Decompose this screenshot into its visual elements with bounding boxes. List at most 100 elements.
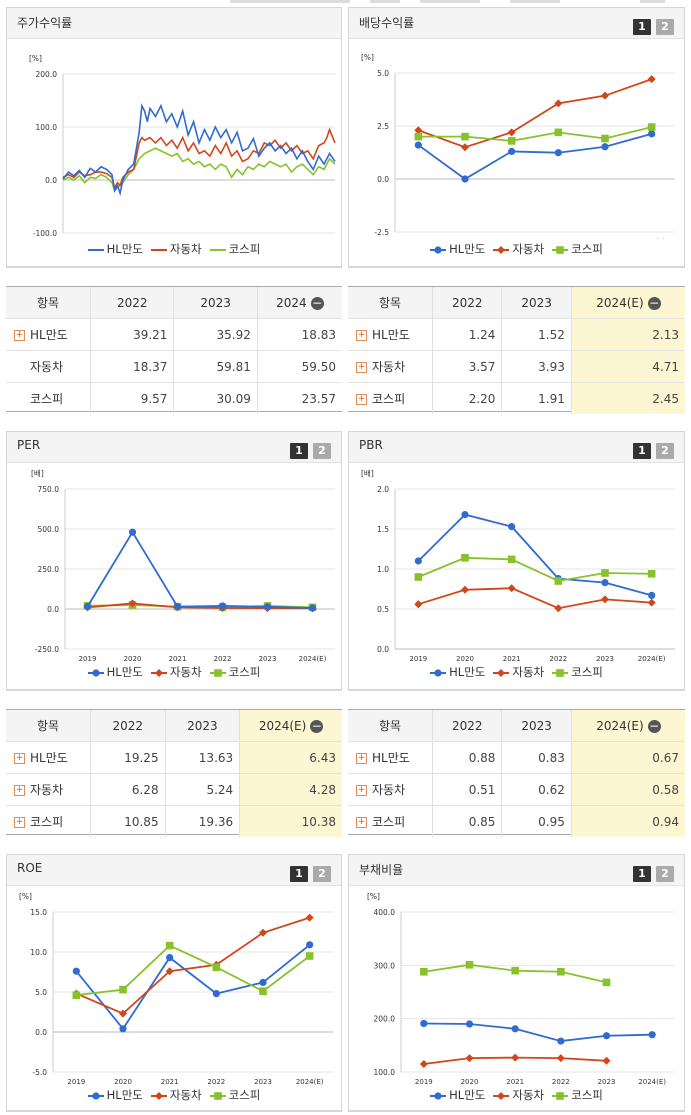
legend-item[interactable]: 코스피: [209, 1087, 260, 1103]
row-label[interactable]: 코스피: [372, 815, 406, 829]
legend-item[interactable]: 코스피: [552, 241, 603, 257]
view-1-button[interactable]: 1: [633, 19, 651, 35]
data-point: [554, 149, 562, 157]
legend-item[interactable]: 자동차: [493, 1087, 544, 1103]
column-header: 2022: [431, 710, 502, 742]
series-line-0: [62, 103, 336, 197]
view-2-button[interactable]: 2: [313, 866, 331, 882]
legend-item[interactable]: 자동차: [150, 241, 202, 257]
expand-icon[interactable]: +: [14, 785, 25, 796]
row-label[interactable]: 자동차: [372, 783, 406, 797]
legend-item[interactable]: HL만도: [87, 664, 143, 680]
data-point: [461, 143, 469, 152]
value-cell: 0.83: [501, 741, 572, 774]
expand-icon[interactable]: +: [356, 330, 367, 341]
legend-label: HL만도: [106, 665, 143, 679]
y-tick-label: 2.5: [377, 122, 389, 131]
legend-item[interactable]: 자동차: [150, 1087, 202, 1103]
data-point: [259, 928, 267, 937]
table-row: + 자동차 6.28 5.24 4.28: [6, 773, 342, 806]
expand-icon: +: [14, 362, 25, 373]
legend-item[interactable]: 자동차: [493, 664, 544, 680]
view-1-button[interactable]: 1: [633, 443, 651, 459]
y-tick-label: 1.5: [377, 525, 389, 534]
row-label[interactable]: HL만도: [372, 751, 410, 765]
value-cell: 13.63: [164, 741, 240, 774]
data-point: [306, 941, 314, 949]
legend-item[interactable]: HL만도: [87, 241, 143, 257]
legend-marker: [87, 1091, 104, 1100]
expand-icon[interactable]: +: [356, 753, 367, 764]
collapse-icon[interactable]: −: [647, 718, 661, 733]
collapse-icon[interactable]: −: [647, 295, 661, 310]
x-tick-label: 2021: [169, 655, 187, 663]
data-point: [508, 523, 516, 531]
column-header: 2022: [89, 287, 174, 319]
legend-marker-shape: [556, 1091, 564, 1100]
data-point: [218, 602, 227, 610]
row-label[interactable]: HL만도: [30, 328, 68, 342]
view-1-button[interactable]: 1: [290, 866, 308, 882]
expand-icon[interactable]: +: [356, 785, 367, 796]
row-label[interactable]: 코스피: [372, 392, 406, 406]
legend-item[interactable]: 코스피: [209, 664, 260, 680]
table-row: + HL만도 39.21 35.92 18.83: [6, 318, 342, 351]
value-cell: 39.21: [89, 318, 174, 351]
legend-item[interactable]: HL만도: [87, 1087, 143, 1103]
expand-icon[interactable]: +: [14, 330, 25, 341]
y-tick-label: 400.0: [374, 908, 396, 917]
row-label[interactable]: 자동차: [30, 783, 64, 797]
row-label[interactable]: 자동차: [372, 360, 406, 374]
view-1-button[interactable]: 1: [633, 866, 651, 882]
expand-icon[interactable]: +: [356, 362, 367, 373]
value-cell: 2.45: [570, 382, 685, 414]
expand-icon[interactable]: +: [14, 753, 25, 764]
y-tick-label: 0.0: [377, 645, 389, 654]
x-tick-label: 2024(E): [638, 1078, 666, 1086]
legend-marker: [552, 245, 569, 254]
row-name-cell: + 자동차: [348, 773, 433, 806]
view-2-button[interactable]: 2: [656, 19, 674, 35]
value-cell: 0.51: [431, 773, 502, 806]
legend-item[interactable]: HL만도: [430, 1087, 485, 1103]
data-point: [465, 1054, 474, 1063]
header-label: 2024(E): [596, 718, 644, 733]
legend-item[interactable]: 자동차: [493, 241, 544, 257]
collapse-icon[interactable]: −: [310, 295, 324, 310]
data-point: [173, 603, 182, 611]
collapse-icon[interactable]: −: [310, 718, 324, 733]
legend-marker-shape: [434, 668, 442, 677]
legend-item[interactable]: HL만도: [430, 664, 485, 680]
expand-icon[interactable]: +: [356, 817, 367, 828]
view-2-button[interactable]: 2: [313, 443, 331, 459]
value-cell: 59.81: [173, 350, 258, 383]
view-2-button[interactable]: 2: [656, 866, 674, 882]
legend-item[interactable]: HL만도: [430, 241, 485, 257]
data-point: [461, 554, 469, 562]
expand-icon[interactable]: +: [14, 817, 25, 828]
column-header: 2024−: [256, 287, 342, 319]
legend-item[interactable]: 자동차: [150, 664, 202, 680]
legend-item[interactable]: 코스피: [552, 1087, 603, 1103]
legend-item[interactable]: 코스피: [209, 241, 260, 257]
row-label[interactable]: HL만도: [30, 751, 68, 765]
value-cell: 0.94: [570, 805, 685, 837]
x-tick-label: 2022: [549, 238, 567, 239]
row-name-cell: + HL만도: [6, 318, 91, 351]
row-label[interactable]: HL만도: [372, 328, 410, 342]
expand-icon[interactable]: +: [356, 394, 367, 405]
header-label: 항목: [378, 719, 402, 733]
unit-label: [배]: [361, 469, 374, 478]
view-1-button[interactable]: 1: [290, 443, 308, 459]
legend-item[interactable]: 코스피: [552, 664, 603, 680]
data-point: [119, 985, 127, 994]
value-cell: 10.85: [90, 805, 166, 837]
value-cell: 0.85: [431, 805, 502, 837]
view-2-button[interactable]: 2: [656, 443, 674, 459]
value-cell: 9.57: [89, 382, 174, 414]
row-label[interactable]: 코스피: [30, 815, 64, 829]
